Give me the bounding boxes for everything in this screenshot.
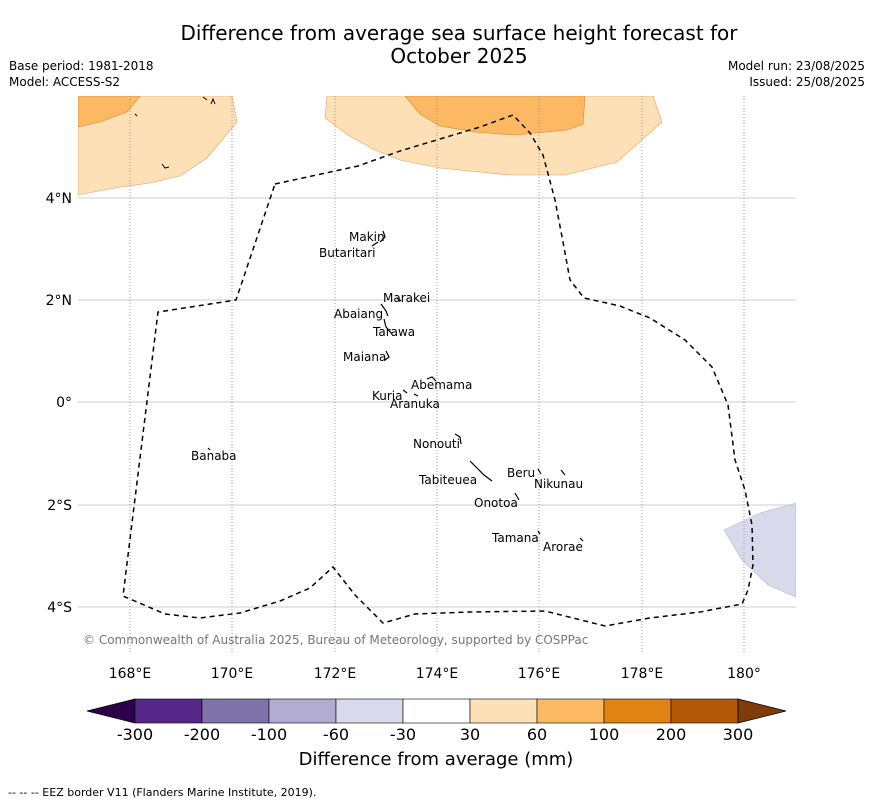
colorbar-under-extension	[86, 698, 136, 724]
eez-border	[122, 114, 754, 627]
colorbar-segment	[603, 698, 672, 724]
island-label-aranuka: Aranuka	[390, 397, 440, 411]
lat-label-0: 0°	[56, 395, 72, 411]
island-label-marakei: Marakei	[383, 291, 430, 305]
island-label-tamana: Tamana	[491, 531, 539, 545]
lat-label-4n: 4°N	[46, 191, 72, 207]
longitude-labels: 168°E 170°E 172°E 174°E 176°E 178°E 180°	[109, 666, 761, 682]
coastline-fragments	[134, 96, 216, 169]
title-line-1: Difference from average sea surface heig…	[180, 21, 738, 45]
colorbar-segment	[335, 698, 404, 724]
map-title: Difference from average sea surface heig…	[120, 22, 798, 68]
island-label-butaritari: Butaritari	[319, 246, 376, 260]
anomaly-region-orange-north	[404, 96, 586, 136]
title-line-2: October 2025	[390, 44, 528, 68]
colorbar-segment	[268, 698, 337, 724]
lat-label-4s: 4°S	[47, 600, 72, 616]
island-label-kuria: Kuria	[372, 389, 403, 403]
cb-tick-minus-60: -60	[322, 725, 350, 744]
island-label-maiana: Maiana	[343, 350, 386, 364]
lat-label-2n: 2°N	[46, 293, 72, 309]
meta-right: Model run: 23/08/2025 Issued: 25/08/2025	[728, 58, 865, 90]
lon-label-180: 180°	[727, 666, 761, 682]
cb-tick-minus-100: -100	[250, 725, 288, 744]
colorbar-over-extension	[737, 698, 787, 724]
island-label-arorae: Arorae	[543, 540, 583, 554]
meta-left: Base period: 1981-2018 Model: ACCESS-S2	[9, 58, 154, 90]
colorbar-segment	[201, 698, 270, 724]
island-label-nonouti: Nonouti	[413, 437, 460, 451]
island-label-makin: Makin	[349, 230, 385, 244]
colorbar-segment	[469, 698, 538, 724]
longitude-gridlines	[129, 96, 745, 654]
model-run: Model run: 23/08/2025	[727, 59, 865, 73]
lon-label-174e: 174°E	[416, 666, 459, 682]
cb-tick-minus-200: -200	[183, 725, 221, 744]
island-shapes	[207, 230, 584, 542]
colorbar-segment	[134, 698, 203, 724]
colorbar-segment	[536, 698, 605, 724]
base-period: Base period: 1981-2018	[9, 59, 154, 73]
cb-tick-200: 200	[655, 725, 687, 744]
issued-date: Issued: 25/08/2025	[749, 75, 865, 89]
island-label-abemama: Abemama	[411, 378, 472, 392]
island-labels: Makin Butaritari Marakei Abaiang Tarawa …	[191, 230, 583, 554]
island-label-nikunau: Nikunau	[534, 477, 583, 491]
anomaly-region-light-purple-southeast	[723, 502, 796, 598]
island-label-tarawa: Tarawa	[372, 325, 415, 339]
model-name: Model: ACCESS-S2	[9, 75, 121, 89]
latitude-labels: 4°N 2°N 0° 2°S 4°S	[46, 191, 73, 616]
cb-tick-60: 60	[526, 725, 548, 744]
anomaly-region-light-orange-west	[78, 96, 238, 196]
colorbar-title: Difference from average (mm)	[298, 749, 574, 770]
colorbar-segment	[670, 698, 739, 724]
island-label-beru: Beru	[507, 466, 535, 480]
lon-label-178e: 178°E	[621, 666, 664, 682]
cb-tick-100: 100	[588, 725, 620, 744]
island-label-tabiteuea: Tabiteuea	[418, 473, 477, 487]
island-label-onotoa: Onotoa	[474, 496, 518, 510]
island-label-abaiang: Abaiang	[334, 307, 383, 321]
cb-tick-minus-30: -30	[389, 725, 417, 744]
lon-label-170e: 170°E	[211, 666, 254, 682]
lon-label-168e: 168°E	[109, 666, 152, 682]
lon-label-176e: 176°E	[518, 666, 561, 682]
colorbar	[86, 698, 787, 724]
island-label-banaba: Banaba	[191, 449, 237, 463]
cb-tick-minus-300: -300	[116, 725, 154, 744]
cb-tick-300: 300	[722, 725, 754, 744]
eez-legend-footer: -- -- -- EEZ border V11 (Flanders Marine…	[8, 786, 317, 799]
colorbar-segment	[402, 698, 471, 724]
lon-label-172e: 172°E	[314, 666, 357, 682]
copyright-text: © Commonwealth of Australia 2025, Bureau…	[83, 633, 588, 647]
cb-tick-30: 30	[459, 725, 481, 744]
map-panel: Makin Butaritari Marakei Abaiang Tarawa …	[78, 96, 796, 654]
lat-label-2s: 2°S	[47, 498, 72, 514]
anomaly-region-orange-west	[78, 96, 141, 128]
